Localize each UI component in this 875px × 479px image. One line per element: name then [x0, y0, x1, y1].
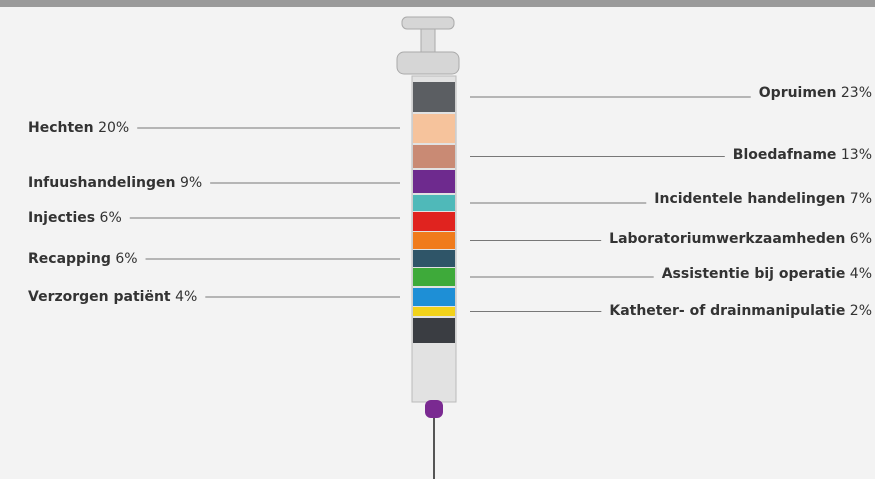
label-name: Assistentie bij operatie	[662, 266, 846, 282]
segment	[413, 288, 455, 306]
plunger-cap	[402, 17, 454, 29]
label-value: 4%	[850, 266, 872, 282]
label-value: 20%	[98, 120, 129, 136]
needle-hub	[425, 400, 443, 418]
plunger-stem	[421, 29, 435, 53]
label: Hechten 20%	[28, 120, 129, 136]
label-value: 2%	[850, 303, 872, 319]
label-name: Katheter- of drainmanipulatie	[609, 303, 845, 319]
top-bar	[0, 0, 875, 7]
label-value: 4%	[175, 289, 197, 305]
label: Verzorgen patiënt 4%	[28, 289, 197, 305]
segment	[413, 145, 455, 168]
label-name: Infuushandelingen	[28, 175, 175, 191]
label-name: Laboratoriumwerkzaamheden	[609, 231, 845, 247]
label-value: 6%	[850, 231, 872, 247]
label: Recapping 6%	[28, 251, 138, 267]
label: Assistentie bij operatie 4%	[662, 266, 872, 282]
segment	[413, 114, 455, 143]
segment	[413, 82, 455, 112]
label: Incidentele handelingen 7%	[654, 191, 872, 207]
label-name: Bloedafname	[733, 147, 837, 163]
label: Infuushandelingen 9%	[28, 175, 202, 191]
segment	[413, 250, 455, 267]
label-name: Recapping	[28, 251, 111, 267]
label-name: Incidentele handelingen	[654, 191, 845, 207]
label-value: 6%	[115, 251, 137, 267]
segment	[413, 195, 455, 211]
segment	[413, 307, 455, 316]
label: Bloedafname 13%	[733, 147, 872, 163]
segment	[413, 268, 455, 286]
label: Opruimen 23%	[759, 85, 872, 101]
label-name: Verzorgen patiënt	[28, 289, 171, 305]
label-name: Hechten	[28, 120, 94, 136]
segment	[413, 170, 455, 193]
label-value: 13%	[841, 147, 872, 163]
label: Injecties 6%	[28, 210, 122, 226]
label-name: Opruimen	[759, 85, 837, 101]
segment	[413, 232, 455, 249]
label-name: Injecties	[28, 210, 95, 226]
plunger-seal	[413, 318, 455, 343]
label-value: 7%	[850, 191, 872, 207]
label: Laboratoriumwerkzaamheden 6%	[609, 231, 872, 247]
label-value: 23%	[841, 85, 872, 101]
label: Katheter- of drainmanipulatie 2%	[609, 303, 872, 319]
label-value: 6%	[100, 210, 122, 226]
label-value: 9%	[180, 175, 202, 191]
infographic: Opruimen 23% Hechten 20% Bloedafname 13% In…	[0, 0, 875, 479]
segment	[413, 212, 455, 231]
flange	[397, 52, 459, 74]
